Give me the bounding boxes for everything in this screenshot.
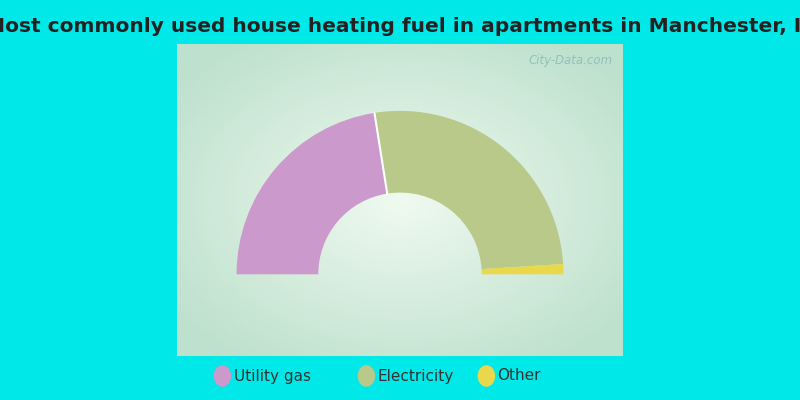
Ellipse shape (478, 365, 495, 387)
Text: Other: Other (498, 368, 541, 384)
Text: Utility gas: Utility gas (234, 368, 310, 384)
Ellipse shape (358, 365, 375, 387)
Wedge shape (237, 113, 387, 274)
Text: Electricity: Electricity (378, 368, 454, 384)
Text: Most commonly used house heating fuel in apartments in Manchester, IL: Most commonly used house heating fuel in… (0, 17, 800, 36)
Text: City-Data.com: City-Data.com (528, 54, 613, 67)
Ellipse shape (214, 365, 231, 387)
Wedge shape (374, 111, 563, 269)
Wedge shape (482, 264, 563, 274)
